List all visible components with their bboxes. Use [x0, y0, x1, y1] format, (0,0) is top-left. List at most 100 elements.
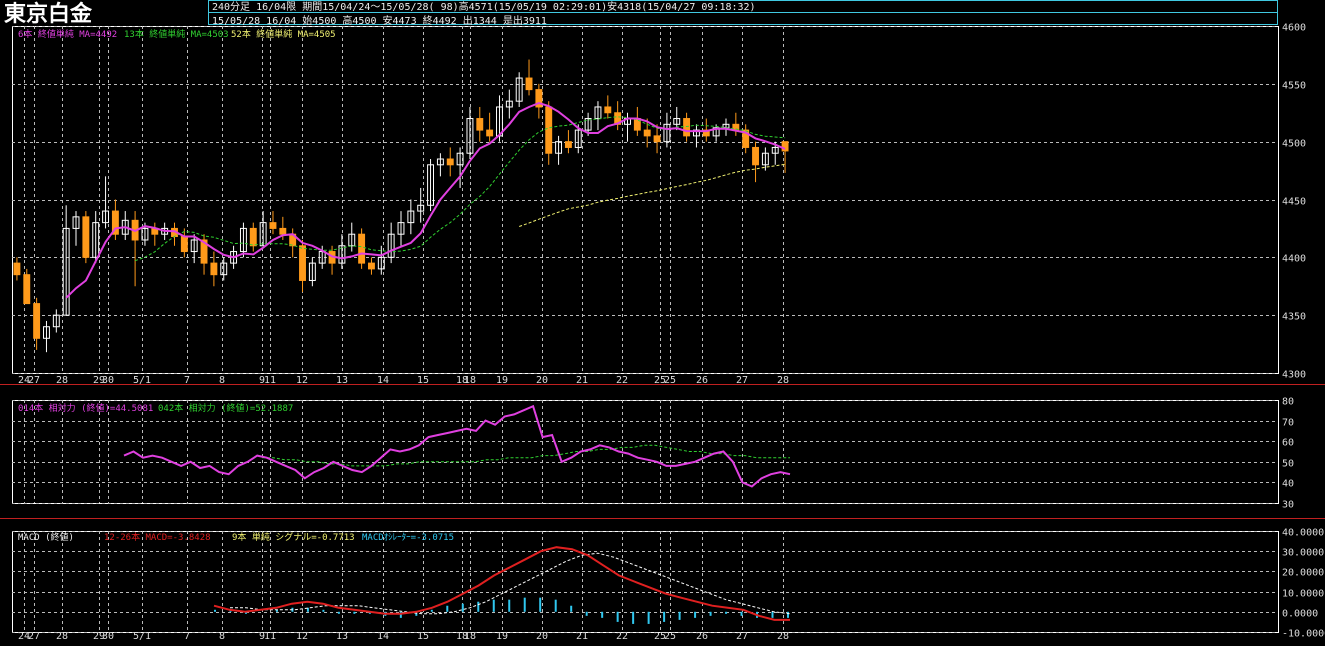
y-tick-label: 40	[1282, 479, 1294, 490]
candle-body	[220, 262, 228, 276]
x-tick-label: 15	[417, 375, 429, 386]
x-tick-label: 22	[616, 631, 628, 642]
y-tick-label: 70	[1282, 418, 1294, 429]
candle-body	[673, 118, 681, 125]
ma6-line	[65, 102, 786, 299]
y-tick-label: 4600	[1282, 23, 1306, 34]
x-tick-label: 25	[654, 375, 666, 386]
x-tick-label: 28	[777, 375, 789, 386]
legend-rsi14: 014本 相対力 (終値)=44.5081	[18, 404, 154, 414]
x-tick-label: 12	[296, 375, 308, 386]
ma52-line	[519, 163, 786, 227]
x-tick-label: 29	[93, 375, 105, 386]
y-tick-label: 30.0000	[1282, 548, 1324, 559]
candle-body	[417, 204, 425, 212]
x-tick-label: 12	[296, 631, 308, 642]
candle-body	[338, 245, 346, 264]
y-tick-label: 20.0000	[1282, 568, 1324, 579]
candle-body	[594, 106, 602, 120]
x-tick-label: 30	[102, 375, 114, 386]
y-tick-label: 4550	[1282, 81, 1306, 92]
candle-body	[33, 303, 41, 339]
x-tick-label: 29	[93, 631, 105, 642]
x-tick-label: 7	[184, 375, 190, 386]
candle-body	[259, 222, 267, 247]
y-tick-label: 4450	[1282, 197, 1306, 208]
rsi42-line	[262, 444, 790, 467]
candle-body	[72, 216, 80, 229]
candle-body	[141, 227, 149, 241]
x-tick-label: 20	[536, 631, 548, 642]
x-tick-label: 26	[696, 375, 708, 386]
instrument-title: 東京白金	[4, 2, 93, 27]
candle-body	[436, 158, 444, 166]
candle-body	[43, 326, 50, 339]
x-tick-label: 27	[736, 631, 748, 642]
candle-body	[545, 106, 553, 154]
candle-body	[535, 89, 543, 108]
x-tick-label: 9	[259, 375, 265, 386]
x-tick-label: 18	[464, 375, 476, 386]
candle-body	[752, 146, 759, 166]
candle-body	[771, 146, 779, 154]
y-tick-label: 4400	[1282, 254, 1306, 265]
legend-macd-line: 12-26本 MACD=-3.8428	[104, 533, 211, 543]
y-tick-label: -10.0000	[1282, 629, 1325, 640]
candle-body	[377, 256, 385, 270]
x-tick-label: 25	[654, 631, 666, 642]
x-tick-label: 14	[377, 375, 389, 386]
candle-body	[358, 233, 366, 264]
x-tick-label: 19	[496, 375, 508, 386]
x-tick-label: 28	[56, 375, 68, 386]
candle-body	[555, 141, 563, 154]
candle-body	[564, 141, 572, 148]
ma13-line	[134, 116, 786, 262]
candle-body	[82, 216, 90, 258]
candle-body	[476, 118, 484, 131]
header-info-line1: 240分足 16/04限 期間15/04/24～15/05/28( 98)高45…	[212, 2, 756, 13]
candle-body	[525, 77, 533, 91]
candle-body	[180, 236, 188, 253]
candle-body	[466, 118, 474, 154]
x-tick-label: 5/1	[133, 631, 151, 642]
candle-body	[308, 262, 316, 281]
candle-body	[604, 106, 612, 114]
x-tick-label: 15	[417, 631, 429, 642]
x-tick-label: 26	[696, 631, 708, 642]
x-tick-label: 20	[536, 375, 548, 386]
legend-macd-osc: MACDｵｼﾚｰﾀｰ=-3.0715	[362, 533, 455, 543]
candle-body	[239, 227, 247, 253]
candle-body	[683, 118, 691, 137]
candle-body	[269, 222, 277, 229]
legend-ma52: 52本 終値単純 MA=4505	[231, 30, 336, 40]
candle-body	[663, 123, 671, 143]
x-tick-label: 13	[336, 631, 348, 642]
candle-body	[761, 152, 769, 166]
x-tick-label: 30	[102, 631, 114, 642]
y-tick-label: 4300	[1282, 370, 1306, 381]
candle-body	[446, 158, 454, 166]
x-tick-label: 11	[264, 375, 276, 386]
y-tick-label: 4350	[1282, 312, 1306, 323]
x-tick-label: 19	[496, 631, 508, 642]
candle-body	[712, 127, 720, 137]
candle-body	[456, 152, 464, 166]
candle-body	[742, 129, 750, 148]
candle-body	[299, 245, 306, 281]
x-tick-label: 27	[28, 375, 40, 386]
x-tick-label: 27	[28, 631, 40, 642]
x-tick-label: 8	[219, 375, 225, 386]
candle-body	[23, 274, 31, 305]
candle-body	[368, 262, 375, 270]
x-tick-label: 22	[616, 375, 628, 386]
x-tick-label: 21	[576, 375, 588, 386]
candle-body	[643, 129, 651, 137]
legend-macd-signal: 9本 単純 シグナル=-0.7713	[232, 533, 355, 543]
candle-body	[111, 210, 119, 235]
x-tick-label: 24	[18, 375, 30, 386]
candle-body	[653, 135, 661, 143]
y-tick-label: 10.0000	[1282, 589, 1324, 600]
legend-macd-name: MACD (終値)	[18, 533, 74, 543]
legend-ma13: 13本 終値単純 MA=4503	[124, 30, 229, 40]
